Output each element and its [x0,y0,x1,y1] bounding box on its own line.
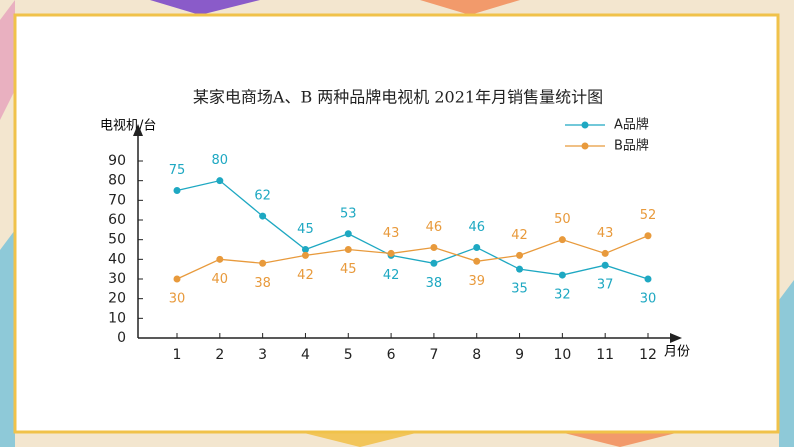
data-label: 35 [511,282,528,297]
data-label: 45 [340,262,357,277]
x-tick-label: 1 [173,347,182,363]
data-point [558,236,566,244]
data-point [173,187,181,194]
data-label: 46 [468,220,485,235]
x-tick-label: 8 [472,347,481,363]
x-tick-label: 7 [429,347,438,363]
x-tick-label: 3 [258,347,267,363]
series-line [176,179,649,280]
decoration [150,0,260,15]
y-tick-label: 0 [117,330,126,346]
data-point [301,246,309,253]
legend-marker [581,121,589,129]
x-tick-label: 10 [553,347,571,363]
data-label: 38 [254,276,271,291]
legend-label: A品牌 [614,117,649,133]
x-tick-label: 2 [215,347,224,363]
data-label: 53 [340,206,357,221]
y-tick-label: 50 [108,232,126,248]
data-point [301,251,309,259]
legend-label: B品牌 [614,138,649,154]
x-tick-label: 5 [344,347,353,363]
data-point [473,244,481,252]
data-label: 50 [554,212,571,227]
data-label: 62 [254,189,271,204]
data-label: 39 [468,274,485,289]
data-label: 46 [426,220,443,235]
data-label: 30 [640,292,657,307]
y-tick-label: 10 [108,310,126,326]
x-tick-label: 12 [639,347,657,363]
data-point [601,249,609,257]
data-label: 43 [597,226,614,241]
legend-marker [581,142,589,150]
y-tick-label: 40 [108,251,126,267]
data-label: 37 [597,278,614,293]
data-label: 52 [640,208,657,223]
data-label: 30 [169,292,186,307]
data-label: 43 [383,226,400,241]
data-point [430,259,438,267]
data-point [644,275,652,283]
data-point [558,271,566,279]
decoration [300,432,420,447]
data-label: 42 [511,228,528,243]
data-label: 38 [426,276,443,291]
data-label: 42 [297,268,314,283]
data-point [173,275,181,283]
data-point [216,255,224,263]
data-label: 80 [212,153,229,168]
x-tick-label: 4 [301,347,310,363]
x-axis-label: 月份 [664,345,690,360]
chart-title: 某家电商场A、B 两种品牌电视机 2021年月销售量统计图 [193,88,603,107]
data-point [259,259,267,267]
data-label: 75 [169,163,186,178]
data-point [516,265,524,273]
data-point [644,232,652,240]
y-tick-label: 60 [108,212,126,228]
y-tick-label: 20 [108,291,126,307]
decoration [560,432,680,447]
y-tick-label: 80 [108,173,126,189]
decoration [779,280,794,447]
data-point [344,246,352,253]
decoration [0,230,15,447]
data-point [259,212,267,220]
data-label: 45 [297,222,314,237]
x-tick-label: 6 [387,347,396,363]
data-point [344,230,352,238]
decoration [420,0,520,15]
series-line [176,235,649,280]
x-tick-label: 9 [515,347,524,363]
data-point [216,177,224,185]
y-tick-label: 30 [108,271,126,287]
data-label: 32 [554,288,571,303]
data-label: 40 [212,272,229,287]
decoration [0,0,15,120]
data-point [516,251,524,259]
y-tick-label: 70 [108,192,126,208]
y-axis-label: 电视机/台 [100,119,156,134]
data-label: 42 [383,268,400,283]
data-point [473,257,481,265]
x-tick-label: 11 [596,347,614,363]
y-tick-label: 90 [108,153,126,169]
y-axis-arrow [133,124,143,136]
data-point [430,244,438,252]
x-axis-arrow [670,333,682,343]
data-point [387,249,395,257]
slide-panel [13,13,780,434]
data-point [601,261,609,269]
